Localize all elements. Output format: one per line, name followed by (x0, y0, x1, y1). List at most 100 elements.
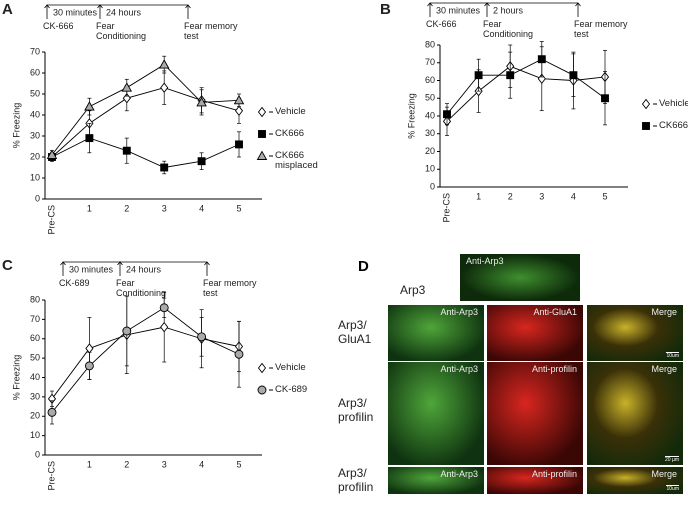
series-line (51, 64, 240, 156)
panel-label: A (2, 1, 13, 18)
y-tick-label: 30 (30, 391, 40, 401)
x-tick-label: 3 (539, 191, 544, 201)
series-line (446, 65, 606, 122)
y-tick-label: 80 (425, 39, 435, 49)
legend-label: CK666 (659, 121, 688, 131)
micrograph: Anti-Arp3 (388, 305, 484, 361)
x-tick-label: Pre-CS (441, 193, 451, 223)
event-label-box: CK-666 (43, 21, 74, 31)
image-label: Anti-Arp3 (440, 307, 478, 317)
arrow-head (204, 261, 210, 266)
image-label: Merge (651, 307, 677, 317)
x-tick-label: 1 (87, 203, 92, 213)
panel-label: C (2, 257, 13, 274)
event-label-box: Fear memory test (203, 278, 257, 298)
y-tick-label: 50 (425, 93, 435, 103)
scale-bar: 10um (666, 485, 679, 492)
arrow-head (427, 2, 433, 7)
y-tick-label: 50 (30, 353, 40, 363)
marker (642, 122, 650, 130)
micrograph: Anti-Arp3 (388, 362, 484, 465)
image-label: Anti-profilin (531, 364, 577, 374)
x-tick-label: 2 (124, 203, 129, 213)
y-tick-label: 20 (30, 151, 40, 161)
image-label: Merge (651, 469, 677, 479)
y-tick-label: 20 (425, 146, 435, 156)
arrow-head (484, 2, 490, 7)
micrograph: Anti-Arp3 (460, 254, 580, 301)
y-axis-label: % Freezing (11, 103, 21, 149)
y-tick-label: 40 (30, 109, 40, 119)
event-label-box: Fear Conditioning (483, 19, 534, 39)
marker (256, 150, 268, 160)
y-tick-label: 50 (30, 88, 40, 98)
y-tick-label: 10 (30, 430, 40, 440)
marker (46, 149, 58, 159)
legend-label: CK666 (275, 129, 305, 139)
interval-label: 30 minutes (69, 264, 114, 274)
series-line (51, 87, 240, 158)
x-tick-label: 5 (236, 203, 241, 213)
marker (122, 146, 131, 155)
legend-label-box: Vehicle (275, 363, 306, 373)
micrograph: Merge 10um (587, 467, 683, 494)
y-tick-label: 30 (425, 128, 435, 138)
micrograph: Anti-GluA1 (487, 305, 583, 361)
legend-label-box: Vehicle (275, 107, 306, 117)
micrograph: Anti-profilin (487, 362, 583, 465)
image-label: Merge (651, 364, 677, 374)
y-tick-label: 80 (30, 294, 40, 304)
event-label: CK-666 (43, 21, 74, 31)
y-axis-label: % Freezing (11, 355, 21, 401)
y-tick-label: 40 (30, 372, 40, 382)
marker (537, 73, 546, 84)
x-tick-label: 2 (124, 459, 129, 469)
marker (569, 71, 578, 80)
marker (506, 71, 515, 80)
micrograph: Anti-profilin (487, 467, 583, 494)
y-tick-label: 70 (425, 57, 435, 67)
event-label-box: Fear Conditioning (116, 278, 166, 298)
image-label: Anti-GluA1 (533, 307, 577, 317)
x-tick-label: 1 (87, 459, 92, 469)
marker (159, 303, 169, 313)
series-line (51, 137, 240, 168)
arrow-head (575, 2, 581, 7)
event-label: Fear Conditioning (483, 19, 534, 39)
marker (537, 55, 546, 64)
interval-label: 30 minutes (53, 7, 98, 17)
legend-label: Vehicle (275, 363, 306, 373)
marker (601, 94, 609, 103)
panel-label: D (358, 258, 369, 275)
marker (197, 332, 207, 342)
y-tick-label: 60 (30, 333, 40, 343)
legend-label: Vehicle (659, 99, 688, 109)
x-tick-label: 3 (162, 203, 167, 213)
y-tick-label: 10 (425, 164, 435, 174)
event-label: CK-689 (59, 278, 90, 288)
marker (257, 106, 267, 118)
image-label: Anti-Arp3 (466, 256, 504, 266)
y-tick-label: 70 (30, 314, 40, 324)
event-label: Fear Conditioning (96, 21, 147, 41)
y-tick-label: 0 (35, 193, 40, 203)
marker (257, 385, 267, 395)
series-line (446, 58, 606, 115)
x-tick-label: 4 (571, 191, 576, 201)
y-tick-label: 10 (30, 172, 40, 182)
arrow-head (60, 261, 66, 266)
micrograph: Merge 20 µm (587, 362, 683, 465)
marker (85, 134, 94, 143)
marker (258, 130, 266, 138)
event-label-box: Fear memory test (184, 21, 238, 41)
event-label: Fear memory test (574, 19, 628, 39)
interval-label: 24 hours (106, 7, 142, 17)
event-label: CK-666 (426, 19, 457, 29)
marker (121, 82, 133, 92)
marker (84, 361, 94, 371)
event-label: Fear memory test (184, 21, 238, 41)
image-label: Anti-Arp3 (440, 469, 478, 479)
legend-label-box: CK-689 (275, 385, 307, 395)
